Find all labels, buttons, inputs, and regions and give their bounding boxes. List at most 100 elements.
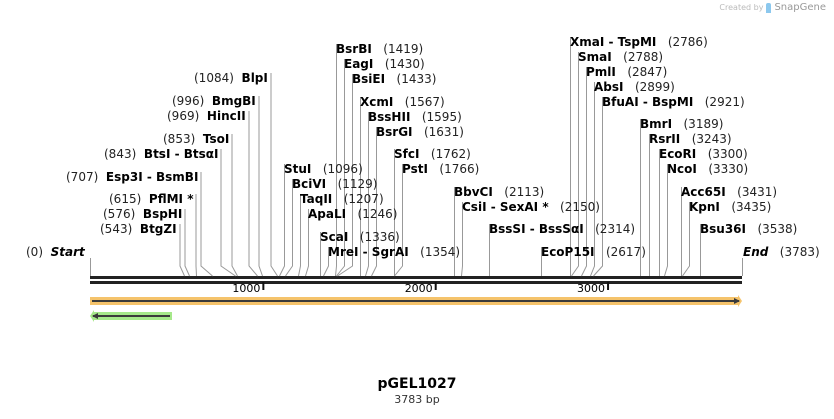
restriction-site-label[interactable]: (576) BspHI [103,207,182,221]
site-position: (3538) [757,222,798,236]
site-position: (853) [163,132,196,146]
restriction-site-label[interactable]: BfuAI - BspMI (2921) [602,95,745,109]
site-position: (1762) [430,147,471,161]
restriction-site-label[interactable]: Bsu36I (3538) [700,222,797,236]
site-position: (2314) [595,222,636,236]
plasmid-name: pGEL1027 [377,376,457,392]
restriction-site-label[interactable]: SfcI (1762) [394,147,471,161]
restriction-site-label[interactable]: EagI (1430) [344,57,425,71]
site-position: (2617) [605,245,646,259]
site-position: (1129) [337,177,378,191]
restriction-site-label[interactable]: (543) BtgZI [100,222,177,236]
ruler-tick-label: 2000 [404,282,433,295]
site-position: (2150) [560,200,600,214]
site-leader-line [593,97,603,277]
restriction-site-label[interactable]: BsrBI (1419) [336,42,423,56]
restriction-site-label[interactable]: BssSI - BssSαI (2314) [489,222,635,236]
restriction-site-label[interactable]: KpnI (3435) [689,200,771,214]
restriction-site-label[interactable]: CsiI - SexAI * (2150) [462,200,600,214]
site-position: (996) [172,94,205,108]
site-leader-line [195,194,197,277]
restriction-site-label[interactable]: (853) TsoI [163,132,229,146]
backbone-top [90,276,742,279]
restriction-site-label[interactable]: TaqII (1207) [300,192,384,206]
restriction-site-label[interactable]: BssHII (1595) [368,110,462,124]
site-position: (2786) [667,35,708,49]
restriction-site-label[interactable]: ApaLI (1246) [308,207,397,221]
restriction-site-label[interactable]: StuI (1096) [284,162,363,176]
site-leader-line [200,172,213,277]
restriction-site-label[interactable]: EcoP15I (2617) [541,245,646,259]
site-position: (1595) [421,110,462,124]
site-name: PflMI * [148,192,194,206]
end-pos: (3783) [779,245,820,259]
end-label: End (3783) [743,245,820,259]
restriction-site-label[interactable]: BsiEI (1433) [352,72,436,86]
restriction-site-label[interactable]: (707) Esp3I - BsmBI [66,170,198,184]
site-name: BfuAI - BspMI [602,95,694,109]
site-position: (1354) [420,245,461,259]
site-leader-line [285,179,293,277]
restriction-site-label[interactable]: Acc65I (3431) [681,185,777,199]
restriction-site-label[interactable]: NcoI (3330) [667,162,748,176]
site-name: XcmI [360,95,394,109]
site-position: (2921) [704,95,745,109]
restriction-site-label[interactable]: EcoRI (3300) [659,147,748,161]
site-position: (615) [109,192,142,206]
site-name: TsoI [202,132,230,146]
ruler-tick-label: 3000 [577,282,606,295]
site-name: BspHI [142,207,183,221]
snapgene-credit: Created by SnapGene [719,2,826,13]
restriction-site-label[interactable]: AbsI (2899) [594,80,675,94]
site-leader-line [682,202,690,277]
site-name: EcoRI [659,147,697,161]
site-name: BtsI - BtsαI [143,147,219,161]
site-name: CsiI - SexAI * [462,200,549,214]
restriction-site-label[interactable]: BciVI (1129) [292,177,377,191]
start-text: Start [50,245,85,259]
site-position: (1336) [359,230,400,244]
site-position: (3330) [708,162,749,176]
backbone-bottom [90,281,742,284]
restriction-site-label[interactable]: BsrGI (1631) [376,125,464,139]
site-leader-line [394,164,403,277]
restriction-site-label[interactable]: (615) PflMI * [109,192,193,206]
restriction-site-label[interactable]: ScaI (1336) [320,230,400,244]
site-name: ApaLI [308,207,347,221]
restriction-site-label[interactable]: XmaI - TspMI (2786) [570,35,708,49]
site-leader-line [179,224,185,277]
restriction-site-label[interactable]: XcmI (1567) [360,95,445,109]
site-name: MreI - SgrAI [328,245,409,259]
site-leader-line [258,96,263,277]
site-name: StuI [284,162,312,176]
site-leader-line [248,111,258,277]
site-position: (1419) [383,42,424,56]
restriction-site-label[interactable]: PstI (1766) [402,162,479,176]
site-name: SmaI [578,50,612,64]
site-name: BmgBI [211,94,256,108]
restriction-site-label[interactable]: (969) HincII [167,109,246,123]
restriction-site-label[interactable]: BmrI (3189) [640,117,723,131]
restriction-site-label[interactable]: (996) BmgBI [172,94,256,108]
ruler-tick [262,282,265,290]
site-position: (3435) [731,200,772,214]
restriction-site-label[interactable]: PmlI (2847) [586,65,667,79]
ruler-tick [434,282,437,290]
restriction-site-label[interactable]: MreI - SgrAI (1354) [328,245,460,259]
restriction-site-label[interactable]: (1084) BlpI [194,71,268,85]
site-leader-line [298,194,301,277]
restriction-site-label[interactable]: RsrII (3243) [649,132,732,146]
brand-text: SnapGene [774,2,826,13]
site-leader-line [337,74,353,277]
site-leader-line [323,247,329,277]
site-position: (707) [66,170,99,184]
restriction-site-label[interactable]: SmaI (2788) [578,50,663,64]
site-name: XmaI - TspMI [570,35,657,49]
site-name: ScaI [320,230,349,244]
site-name: PmlI [586,65,616,79]
restriction-site-label[interactable]: BbvCI (2113) [454,185,544,199]
site-position: (3243) [691,132,732,146]
restriction-site-label[interactable]: (843) BtsI - BtsαI [104,147,218,161]
site-position: (1631) [423,125,464,139]
site-leader-line [581,67,587,277]
